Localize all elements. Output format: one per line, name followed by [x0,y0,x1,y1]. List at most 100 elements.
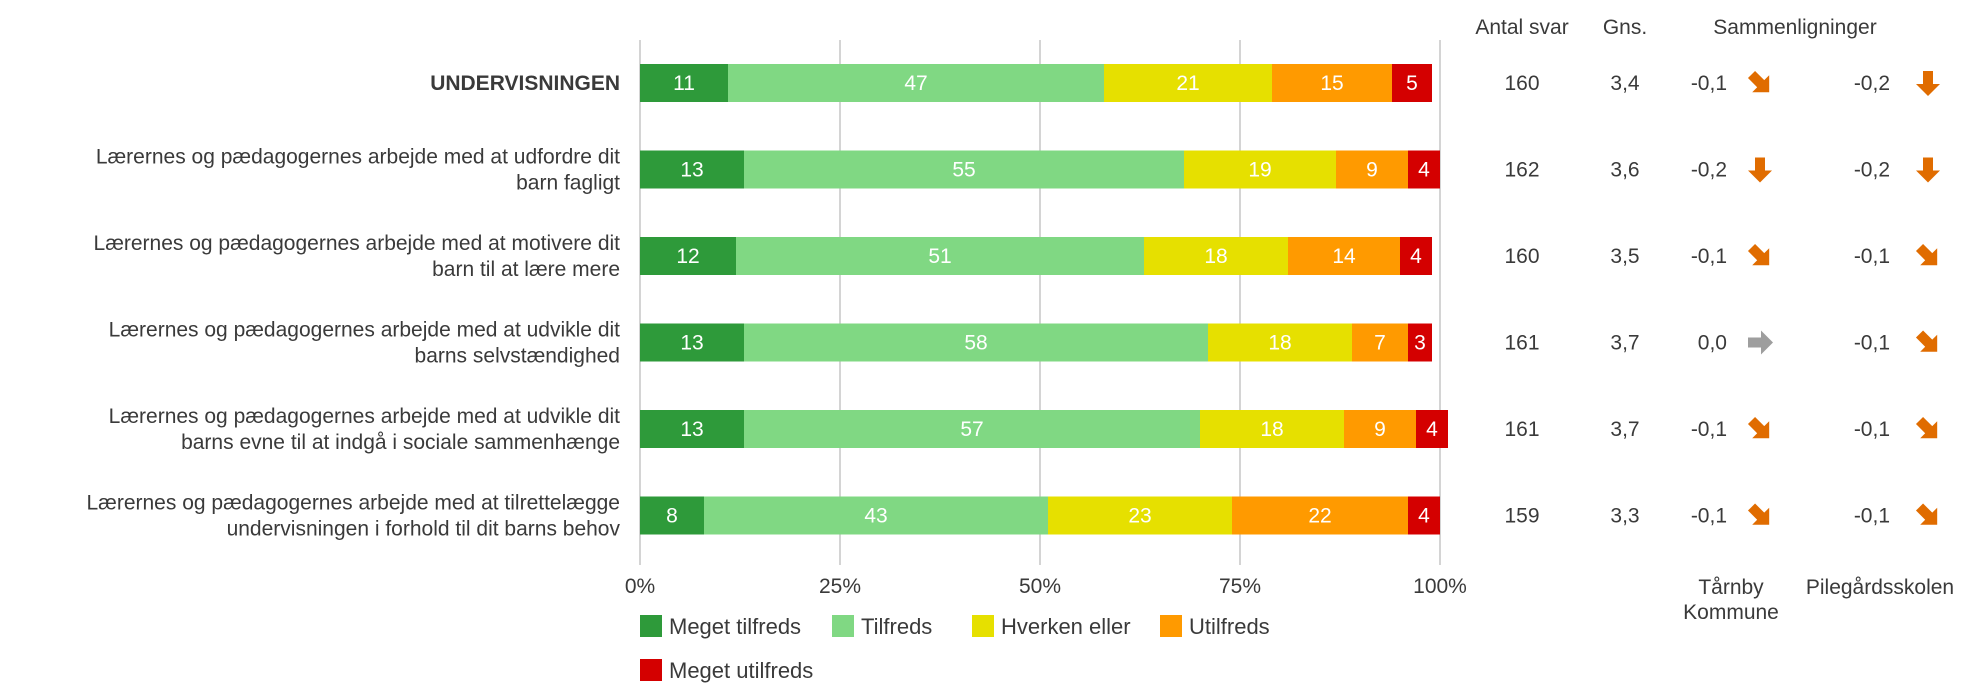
antal-svar-value: 162 [1504,159,1539,182]
legend-label: Tilfreds [861,614,932,639]
comparison-skole-value: -0,2 [1854,159,1890,182]
segment-value-label: 22 [1308,505,1331,528]
bar-segment [1232,496,1408,535]
arrow-down-right-icon [1915,416,1938,439]
legend-swatch [1160,615,1182,637]
row-label-line: undervisningen i forhold til dit barns b… [227,518,621,541]
antal-svar-value: 160 [1504,245,1539,268]
segment-value-label: 4 [1418,505,1430,528]
comparison-kommune-value: -0,1 [1691,418,1727,441]
bar-segment [736,237,1144,275]
legend-item: Hverken eller [972,614,1131,639]
bar-segment [1408,150,1440,189]
row-label-line: barns selvstændighed [415,345,620,368]
legend-item: Tilfreds [832,614,932,639]
legend-label: Meget utilfreds [669,658,813,683]
x-tick-label: 100% [1413,575,1467,598]
gns-value: 3,6 [1610,159,1639,182]
arrow-down-right-icon [1747,503,1770,525]
comparison-kommune-label: Kommune [1683,601,1779,624]
segment-value-label: 5 [1406,72,1418,95]
arrow-right-icon [1748,330,1773,355]
legend-swatch [972,615,994,637]
gridlines [639,40,1441,565]
row-label-line: Lærernes og pædagogernes arbejde med at … [94,232,621,255]
arrow-down-right-icon [1915,503,1938,525]
legend-swatch [640,615,662,637]
gns-value: 3,3 [1610,505,1639,528]
x-tick-label: 0% [625,575,655,598]
segment-value-label: 12 [676,245,699,268]
segment-value-label: 19 [1248,159,1271,182]
row-label-line: Lærernes og pædagogernes arbejde med at … [109,319,620,342]
segment-value-label: 4 [1426,418,1438,441]
header-antal-svar: Antal svar [1475,16,1568,39]
row-label-line: Lærernes og pædagogernes arbejde med at … [86,492,620,515]
legend-label: Hverken eller [1001,614,1131,639]
bar-segment [640,150,744,189]
gns-value: 3,7 [1610,332,1639,355]
arrow-down-right-icon [1747,70,1770,93]
bar-segment [640,323,744,362]
comparison-kommune-label: Tårnby [1698,576,1764,599]
legend-label: Utilfreds [1189,614,1270,639]
segment-value-label: 58 [964,332,987,355]
bar-segment [1352,323,1408,362]
segment-value-label: 13 [680,159,703,182]
comparison-skole-value: -0,1 [1854,245,1890,268]
gns-value: 3,5 [1610,245,1639,268]
row-labels: UNDERVISNINGEN Lærernes og pædagogernes a… [86,72,620,541]
arrow-down-right-icon [1747,243,1770,266]
legend-swatch [832,615,854,637]
arrow-down-right-icon [1747,416,1770,439]
x-tick-label: 50% [1019,575,1061,598]
segment-value-label: 7 [1374,332,1386,355]
arrow-down-icon [1916,157,1940,183]
comparison-skole-value: -0,2 [1854,72,1890,95]
bar-segment [1408,323,1432,362]
legend: Meget tilfreds Tilfreds Hverken eller Utilf… [640,614,1270,683]
bar-segment [1408,496,1440,535]
bar-segment [1144,237,1288,275]
antal-svar-value: 161 [1504,332,1539,355]
comparison-kommune-value: -0,1 [1691,505,1727,528]
legend-item: Meget utilfreds [640,658,813,683]
bar-segment [1344,410,1416,448]
comparison-kommune-value: -0,2 [1691,159,1727,182]
bar-segment [1288,237,1400,275]
bar-segment [704,496,1048,535]
segment-value-label: 18 [1204,245,1227,268]
segment-value-label: 11 [673,72,695,95]
row-label-line: barns evne til at indgå i sociale sammen… [181,431,620,454]
gns-value: 3,4 [1610,72,1640,95]
segment-value-label: 9 [1374,418,1386,441]
segment-value-label: 15 [1320,72,1343,95]
bar-segment [1104,64,1272,102]
arrow-down-right-icon [1915,330,1938,352]
bar-segment [1336,150,1408,189]
comparison-skole-label: Pilegårdsskolen [1806,576,1954,599]
segment-value-label: 18 [1268,332,1291,355]
segment-value-label: 23 [1128,505,1151,528]
antal-svar-value: 160 [1504,72,1539,95]
table-columns: Antal svar Gns. Sammenligninger 160 3,4 -0,1 -… [1475,16,1954,624]
legend-item: Meget tilfreds [640,614,801,639]
gns-value: 3,7 [1610,418,1639,441]
segment-value-label: 8 [666,505,678,528]
comparison-skole-value: -0,1 [1854,418,1890,441]
arrow-down-icon [1916,71,1940,96]
comparison-skole-value: -0,1 [1854,332,1890,355]
bar-segment [744,323,1208,362]
row-label-line: barn til at lære mere [432,258,620,281]
bar-segment [744,410,1200,448]
header-gns: Gns. [1603,16,1647,39]
segment-value-label: 4 [1410,245,1422,268]
bar-segment [1392,64,1432,102]
x-tick-label: 25% [819,575,861,598]
bar-segment [1400,237,1432,275]
legend-item: Utilfreds [1160,614,1270,639]
row-label-line: barn fagligt [516,172,620,195]
segment-value-label: 3 [1414,332,1426,355]
legend-swatch [640,659,662,681]
